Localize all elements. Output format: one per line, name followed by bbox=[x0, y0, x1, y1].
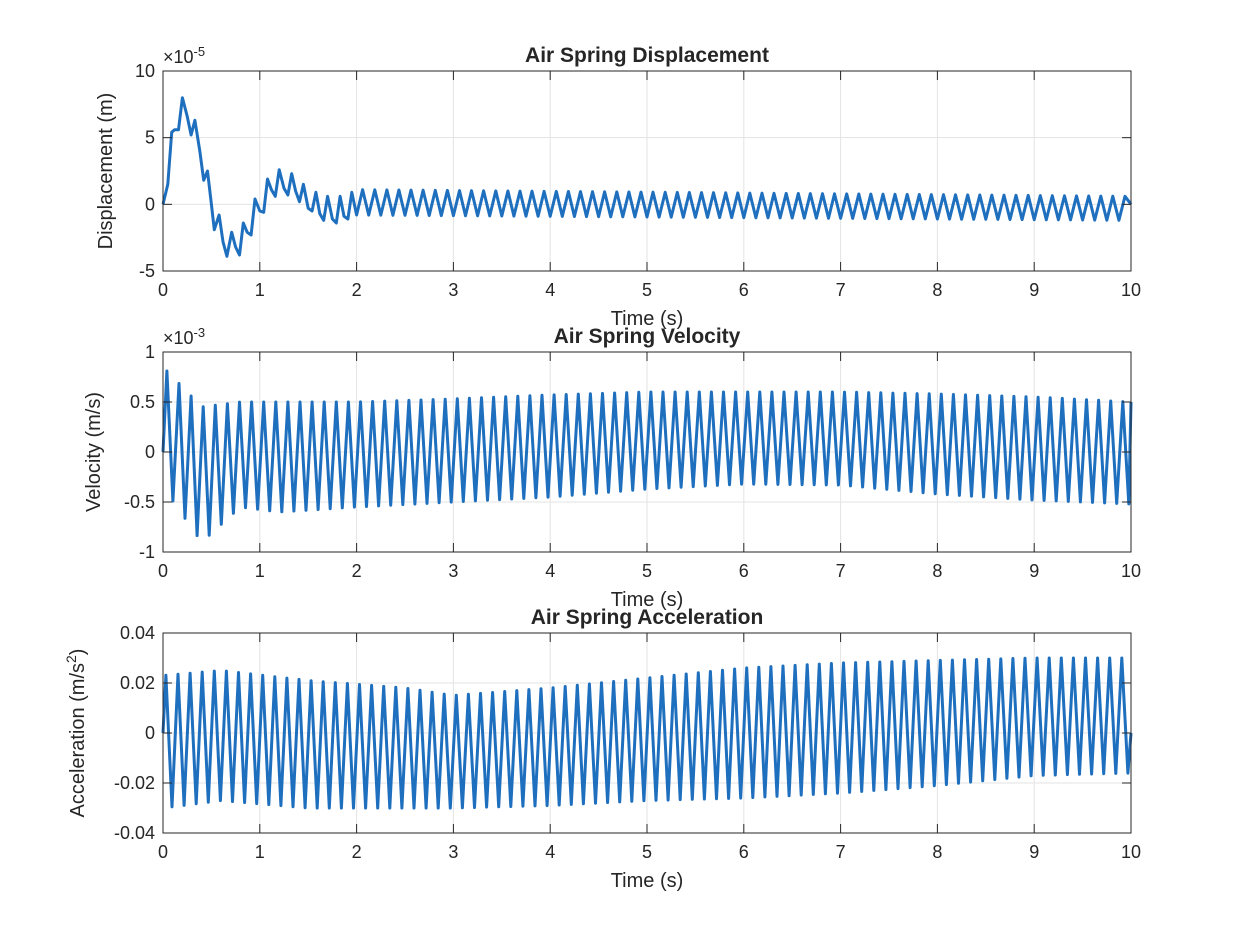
displacement-x-tick-label-0: 0 bbox=[158, 280, 168, 300]
displacement-x-tick-label-4: 4 bbox=[545, 280, 555, 300]
velocity-x-tick-label-6: 6 bbox=[739, 561, 749, 581]
velocity-y-ticks: -1 -0.5 0 0.5 1 bbox=[124, 342, 1131, 562]
displacement-x-tick-label-5: 5 bbox=[642, 280, 652, 300]
velocity-exponent: ×10-3 bbox=[163, 325, 205, 348]
velocity-x-tick-label-4: 4 bbox=[545, 561, 555, 581]
acceleration-x-tick-label-7: 7 bbox=[836, 842, 846, 862]
displacement-x-tick-label-10: 10 bbox=[1121, 280, 1141, 300]
velocity-ylabel: Velocity (m/s) bbox=[83, 392, 105, 512]
acceleration-x-tick-label-10: 10 bbox=[1121, 842, 1141, 862]
acceleration-y-tick-label-2: 0 bbox=[145, 723, 155, 743]
velocity-x-tick-label-3: 3 bbox=[448, 561, 458, 581]
acceleration-x-tick-label-6: 6 bbox=[739, 842, 749, 862]
acceleration-x-tick-label-4: 4 bbox=[545, 842, 555, 862]
acceleration-axes: 0 1 2 3 4 5 6 7 8 9 10 -0.04 -0.02 0 0.02 0.04 Air Spr… bbox=[63, 606, 1141, 892]
displacement-y-tick-label-2: 5 bbox=[145, 128, 155, 148]
displacement-y-tick-label-0: -5 bbox=[139, 261, 155, 281]
velocity-series-path bbox=[161, 369, 1133, 537]
displacement-x-tick-label-6: 6 bbox=[739, 280, 749, 300]
velocity-x-ticks: 0 1 2 3 4 5 6 7 8 9 10 bbox=[158, 352, 1141, 581]
acceleration-x-tick-label-2: 2 bbox=[352, 842, 362, 862]
displacement-y-ticks: -5 0 5 10 bbox=[135, 61, 1131, 281]
velocity-x-tick-label-9: 9 bbox=[1029, 561, 1039, 581]
displacement-x-tick-label-9: 9 bbox=[1029, 280, 1039, 300]
displacement-x-ticks: 0 1 2 3 4 5 6 7 8 9 10 bbox=[158, 71, 1141, 300]
acceleration-x-tick-label-8: 8 bbox=[932, 842, 942, 862]
velocity-y-tick-label-4: 1 bbox=[145, 342, 155, 362]
acceleration-ylabel-close: ) bbox=[67, 649, 89, 656]
velocity-x-tick-label-5: 5 bbox=[642, 561, 652, 581]
acceleration-ylabel-main: Acceleration (m/s bbox=[67, 663, 89, 818]
acceleration-y-tick-label-1: -0.02 bbox=[114, 773, 155, 793]
acceleration-x-tick-label-3: 3 bbox=[448, 842, 458, 862]
velocity-exponent-base: ×10 bbox=[163, 328, 194, 348]
displacement-xlabel: Time (s) bbox=[611, 308, 684, 330]
acceleration-ylabel-sup: 2 bbox=[63, 655, 79, 663]
velocity-x-tick-label-8: 8 bbox=[932, 561, 942, 581]
velocity-title: Air Spring Velocity bbox=[554, 325, 741, 348]
velocity-y-tick-label-2: 0 bbox=[145, 442, 155, 462]
displacement-x-tick-label-8: 8 bbox=[932, 280, 942, 300]
velocity-x-tick-label-7: 7 bbox=[836, 561, 846, 581]
velocity-xlabel: Time (s) bbox=[611, 589, 684, 611]
velocity-x-tick-label-2: 2 bbox=[352, 561, 362, 581]
acceleration-y-tick-label-3: 0.02 bbox=[120, 673, 155, 693]
acceleration-y-tick-label-4: 0.04 bbox=[120, 623, 155, 643]
displacement-exponent: ×10-5 bbox=[163, 44, 205, 67]
acceleration-line bbox=[161, 656, 1133, 810]
velocity-y-tick-label-1: -0.5 bbox=[124, 492, 155, 512]
velocity-x-tick-label-1: 1 bbox=[255, 561, 265, 581]
displacement-title: Air Spring Displacement bbox=[525, 44, 769, 67]
acceleration-x-tick-label-0: 0 bbox=[158, 842, 168, 862]
displacement-ylabel: Displacement (m) bbox=[95, 93, 117, 250]
acceleration-ylabel: Acceleration (m/s2) bbox=[63, 649, 89, 818]
velocity-y-tick-label-0: -1 bbox=[139, 542, 155, 562]
acceleration-series-path bbox=[161, 656, 1133, 810]
displacement-exponent-base: ×10 bbox=[163, 47, 194, 67]
displacement-x-tick-label-7: 7 bbox=[836, 280, 846, 300]
displacement-x-tick-label-2: 2 bbox=[352, 280, 362, 300]
acceleration-x-tick-label-1: 1 bbox=[255, 842, 265, 862]
velocity-line bbox=[161, 369, 1133, 537]
velocity-axes: 0 1 2 3 4 5 6 7 8 9 10 -1 -0.5 0 0.5 1 Air Spring Velo… bbox=[83, 325, 1141, 611]
displacement-y-tick-label-3: 10 bbox=[135, 61, 155, 81]
displacement-exponent-power: -5 bbox=[194, 44, 206, 59]
acceleration-title: Air Spring Acceleration bbox=[531, 606, 764, 629]
displacement-y-tick-label-1: 0 bbox=[145, 194, 155, 214]
acceleration-xlabel: Time (s) bbox=[611, 870, 684, 892]
displacement-series-path bbox=[161, 96, 1133, 258]
displacement-line bbox=[161, 96, 1133, 258]
displacement-x-tick-label-1: 1 bbox=[255, 280, 265, 300]
velocity-x-tick-label-0: 0 bbox=[158, 561, 168, 581]
acceleration-y-tick-label-0: -0.04 bbox=[114, 823, 155, 843]
acceleration-x-tick-label-5: 5 bbox=[642, 842, 652, 862]
velocity-x-tick-label-10: 10 bbox=[1121, 561, 1141, 581]
velocity-exponent-power: -3 bbox=[194, 325, 206, 340]
acceleration-x-ticks: 0 1 2 3 4 5 6 7 8 9 10 bbox=[158, 633, 1141, 862]
acceleration-y-ticks: -0.04 -0.02 0 0.02 0.04 bbox=[114, 623, 1131, 843]
velocity-y-tick-label-3: 0.5 bbox=[130, 392, 155, 412]
displacement-x-tick-label-3: 3 bbox=[448, 280, 458, 300]
acceleration-x-tick-label-9: 9 bbox=[1029, 842, 1039, 862]
